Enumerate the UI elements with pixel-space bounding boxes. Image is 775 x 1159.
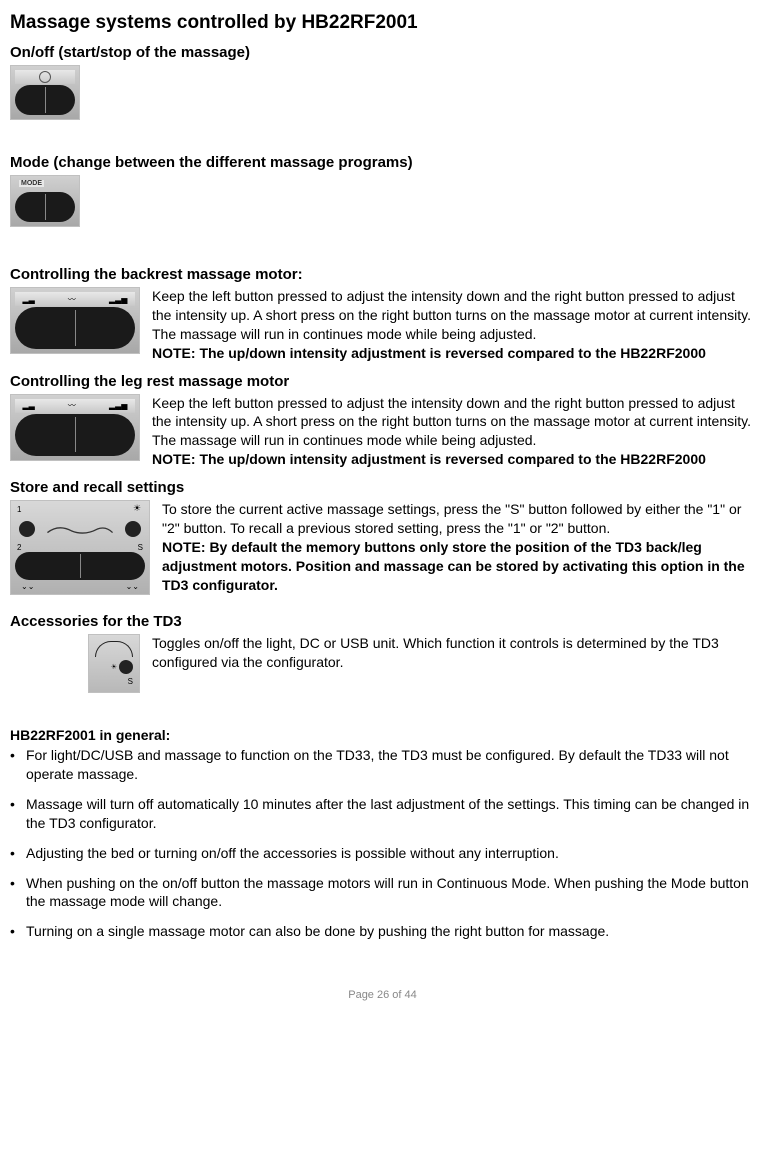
bars-high-icon: ▂▃▅ xyxy=(109,401,127,410)
backrest-text: Keep the left button pressed to adjust t… xyxy=(152,287,755,363)
legrest-pill xyxy=(15,414,135,456)
acc-label-s: S xyxy=(128,677,133,686)
bullet-item: For light/DC/USB and massage to function… xyxy=(10,746,755,784)
general-heading: HB22RF2001 in general: xyxy=(10,727,755,743)
backrest-row: ▂▃ 〰 ▂▃▅ Keep the left button pressed to… xyxy=(10,287,755,363)
knob-sun xyxy=(125,521,141,537)
bars-high-icon: ▂▃▅ xyxy=(109,295,127,304)
onoff-button-image xyxy=(10,65,80,120)
accessories-body: Toggles on/off the light, DC or USB unit… xyxy=(152,635,719,670)
page-footer: Page 26 of 44 xyxy=(10,989,755,1001)
legrest-body: Keep the left button pressed to adjust t… xyxy=(152,395,751,449)
accessories-heading: Accessories for the TD3 xyxy=(10,613,755,630)
accessories-row: ☀ S Toggles on/off the light, DC or USB … xyxy=(10,634,755,701)
bullet-item: Turning on a single massage motor can al… xyxy=(10,922,755,941)
chevron-down-icon: ⌄⌄ xyxy=(126,582,139,590)
backrest-icon-row: ▂▃ 〰 ▂▃▅ xyxy=(15,292,135,306)
bullet-item: Massage will turn off automatically 10 m… xyxy=(10,795,755,833)
label-s: S xyxy=(138,543,143,552)
accessories-button-image: ☀ S xyxy=(88,634,140,693)
massage-icon: 〰 xyxy=(68,400,76,411)
power-icon xyxy=(39,71,51,83)
arc-icon xyxy=(95,641,133,657)
label-1: 1 xyxy=(17,505,21,515)
store-button-image: 1 2 S ⌄⌄ ⌄⌄ xyxy=(10,500,150,595)
store-top-labels: 1 xyxy=(15,505,145,515)
store-note: NOTE: By default the memory buttons only… xyxy=(162,539,745,593)
store-bottom-row xyxy=(15,552,145,580)
general-bullet-list: For light/DC/USB and massage to function… xyxy=(10,746,755,941)
backrest-pill xyxy=(15,307,135,349)
store-body: To store the current active massage sett… xyxy=(162,501,741,536)
accessories-text: Toggles on/off the light, DC or USB unit… xyxy=(152,634,755,701)
legrest-icon-row: ▂▃ 〰 ▂▃▅ xyxy=(15,399,135,413)
page-title: Massage systems controlled by HB22RF2001 xyxy=(10,12,755,34)
store-heading: Store and recall settings xyxy=(10,479,755,496)
bullet-item: When pushing on the on/off button the ma… xyxy=(10,874,755,912)
squiggle-icon xyxy=(39,523,121,535)
bullet-item: Adjusting the bed or turning on/off the … xyxy=(10,844,755,863)
store-row: 1 2 S ⌄⌄ ⌄⌄ To store the current active … xyxy=(10,500,755,603)
knob-1 xyxy=(19,521,35,537)
bars-low-icon: ▂▃ xyxy=(23,401,35,410)
store-mid-labels: 2 S xyxy=(15,543,145,552)
store-text: To store the current active massage sett… xyxy=(162,500,755,603)
mode-button-image xyxy=(10,175,80,227)
acc-knob xyxy=(119,660,133,674)
onoff-heading: On/off (start/stop of the massage) xyxy=(10,44,755,61)
store-top-row xyxy=(15,515,145,543)
chevron-down-icon: ⌄⌄ xyxy=(21,582,34,590)
sun-small-icon: ☀ xyxy=(111,663,117,671)
legrest-button-image: ▂▃ 〰 ▂▃▅ xyxy=(10,394,140,461)
legrest-row: ▂▃ 〰 ▂▃▅ Keep the left button pressed to… xyxy=(10,394,755,470)
backrest-note: NOTE: The up/down intensity adjustment i… xyxy=(152,345,706,361)
store-pill xyxy=(15,552,145,580)
legrest-note: NOTE: The up/down intensity adjustment i… xyxy=(152,451,706,467)
legrest-text: Keep the left button pressed to adjust t… xyxy=(152,394,755,470)
sun-icon xyxy=(133,505,143,515)
mode-label xyxy=(15,180,75,222)
onoff-pill xyxy=(15,85,75,115)
backrest-body: Keep the left button pressed to adjust t… xyxy=(152,288,751,342)
legrest-heading: Controlling the leg rest massage motor xyxy=(10,373,755,390)
bars-low-icon: ▂▃ xyxy=(23,295,35,304)
mode-heading: Mode (change between the different massa… xyxy=(10,154,755,171)
store-end-icons: ⌄⌄ ⌄⌄ xyxy=(15,580,145,590)
backrest-heading: Controlling the backrest massage motor: xyxy=(10,266,755,283)
massage-icon: 〰 xyxy=(68,294,76,305)
backrest-button-image: ▂▃ 〰 ▂▃▅ xyxy=(10,287,140,354)
mode-pill xyxy=(15,192,75,222)
label-2: 2 xyxy=(17,543,21,552)
